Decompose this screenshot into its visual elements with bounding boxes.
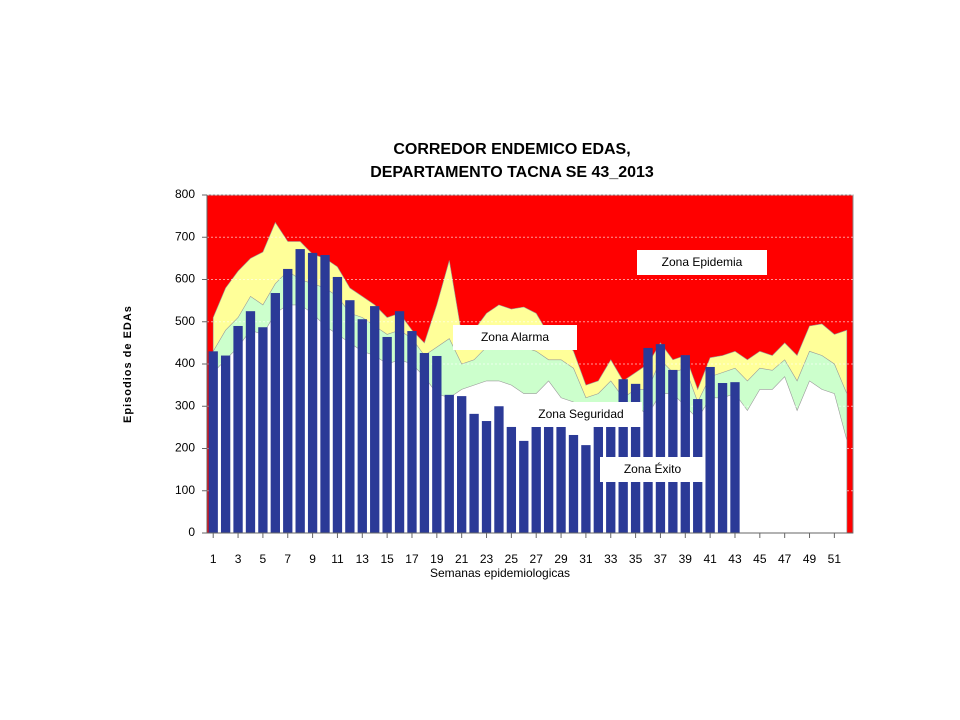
bar	[370, 306, 380, 533]
bar	[332, 276, 343, 533]
bar	[481, 421, 492, 533]
x-tick-label: 49	[803, 552, 817, 566]
x-tick-label: 41	[703, 552, 717, 566]
bar	[730, 382, 740, 533]
x-tick-label: 29	[554, 552, 568, 566]
chart-title: CORREDOR ENDEMICO EDAS,	[393, 141, 630, 158]
zone-label-box	[520, 402, 642, 427]
bar	[717, 383, 728, 533]
bar	[668, 369, 678, 533]
bar	[382, 336, 392, 533]
bar	[568, 434, 579, 533]
bar	[208, 351, 218, 533]
zone-label-box	[600, 457, 705, 482]
bar	[220, 355, 231, 533]
x-tick-label: 19	[430, 552, 444, 566]
bar	[444, 394, 454, 533]
bar	[258, 327, 268, 533]
x-tick-label: 7	[284, 552, 291, 566]
bar	[519, 440, 529, 533]
bar	[494, 406, 504, 533]
bar	[469, 413, 479, 533]
x-tick-label: 1	[210, 552, 217, 566]
bar	[419, 353, 430, 533]
bar	[655, 344, 666, 533]
x-tick-label: 17	[405, 552, 419, 566]
bar	[531, 424, 541, 533]
y-tick-label: 100	[175, 483, 195, 497]
bar	[506, 426, 517, 533]
y-tick-label: 400	[175, 356, 195, 370]
y-tick-label: 0	[188, 525, 195, 539]
y-tick-label: 800	[175, 187, 195, 201]
x-tick-label: 13	[356, 552, 370, 566]
zone-label: Zona Seguridad	[538, 407, 623, 421]
x-tick-label: 45	[753, 552, 767, 566]
zone-label-box	[453, 325, 577, 350]
x-tick-label: 25	[505, 552, 519, 566]
bar	[543, 415, 554, 533]
bar	[593, 423, 603, 533]
y-tick-label: 300	[175, 398, 195, 412]
x-tick-label: 43	[728, 552, 742, 566]
y-axis-label: Episodios de EDAs	[122, 305, 134, 423]
bar	[320, 254, 330, 533]
x-tick-label: 21	[455, 552, 469, 566]
zone-label: Zona Éxito	[624, 461, 682, 476]
bar	[432, 355, 442, 533]
x-tick-label: 39	[679, 552, 693, 566]
x-tick-label: 27	[530, 552, 544, 566]
y-tick-label: 700	[175, 229, 195, 243]
y-tick-label: 600	[175, 272, 195, 286]
bar	[581, 445, 591, 533]
x-tick-label: 9	[309, 552, 316, 566]
x-tick-label: 5	[260, 552, 267, 566]
bar	[705, 366, 715, 533]
bar	[407, 331, 417, 533]
zone-label: Zona Epidemia	[662, 255, 743, 269]
bar	[643, 347, 653, 533]
chart-title: DEPARTAMENTO TACNA SE 43_2013	[370, 164, 654, 181]
x-tick-label: 11	[331, 552, 344, 566]
y-tick-label: 200	[175, 441, 195, 455]
bar	[618, 379, 628, 533]
bar	[283, 268, 293, 533]
bar	[357, 319, 367, 533]
bar	[307, 252, 318, 533]
zone-label-box	[637, 250, 767, 275]
x-tick-label: 47	[778, 552, 792, 566]
bar	[295, 249, 305, 533]
x-tick-label: 23	[480, 552, 494, 566]
x-axis-label: Semanas epidemiologicas	[430, 566, 570, 580]
x-tick-label: 15	[380, 552, 394, 566]
x-tick-label: 3	[235, 552, 242, 566]
bar	[245, 311, 256, 533]
bar	[394, 311, 405, 533]
zone-label: Zona Alarma	[481, 330, 549, 344]
x-tick-label: 37	[654, 552, 668, 566]
bar	[556, 426, 566, 533]
bar	[270, 293, 280, 533]
bar	[680, 355, 690, 533]
x-tick-label: 31	[579, 552, 593, 566]
x-tick-label: 33	[604, 552, 618, 566]
bar	[233, 325, 243, 533]
x-tick-label: 35	[629, 552, 643, 566]
bar	[345, 300, 355, 533]
y-tick-label: 500	[175, 314, 195, 328]
bar	[457, 396, 467, 533]
x-tick-label: 51	[828, 552, 842, 566]
